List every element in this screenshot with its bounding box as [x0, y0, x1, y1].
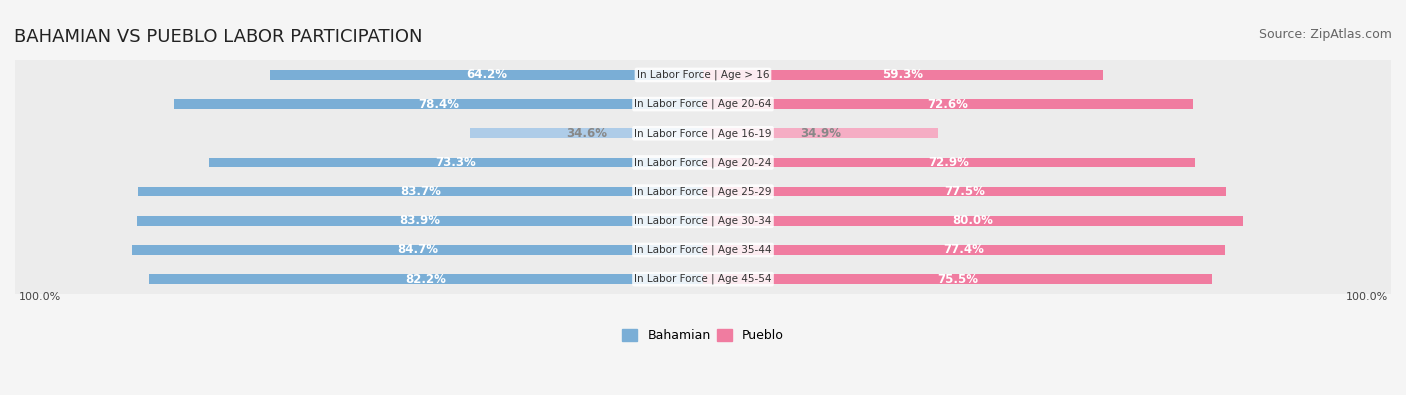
- Bar: [703, 158, 1195, 167]
- Bar: [149, 274, 703, 284]
- Text: 78.4%: 78.4%: [418, 98, 460, 111]
- Text: 77.4%: 77.4%: [943, 243, 984, 256]
- Text: 59.3%: 59.3%: [883, 68, 924, 81]
- Text: 77.5%: 77.5%: [943, 185, 984, 198]
- Bar: [703, 245, 1225, 255]
- Bar: [0, 60, 1406, 90]
- Text: 83.7%: 83.7%: [401, 185, 441, 198]
- Text: In Labor Force | Age 45-54: In Labor Force | Age 45-54: [634, 274, 772, 284]
- Bar: [0, 118, 1406, 148]
- Text: 64.2%: 64.2%: [465, 68, 508, 81]
- Bar: [703, 187, 1226, 196]
- Bar: [703, 70, 1102, 80]
- Text: 72.6%: 72.6%: [928, 98, 969, 111]
- Bar: [132, 245, 703, 255]
- Bar: [703, 216, 1243, 226]
- Text: In Labor Force | Age 16-19: In Labor Force | Age 16-19: [634, 128, 772, 139]
- Text: In Labor Force | Age 20-64: In Labor Force | Age 20-64: [634, 99, 772, 109]
- Text: 34.9%: 34.9%: [800, 127, 841, 140]
- Bar: [208, 158, 703, 167]
- Bar: [0, 148, 1406, 177]
- Text: 73.3%: 73.3%: [436, 156, 477, 169]
- Bar: [0, 177, 1406, 206]
- Text: BAHAMIAN VS PUEBLO LABOR PARTICIPATION: BAHAMIAN VS PUEBLO LABOR PARTICIPATION: [14, 28, 423, 46]
- Text: In Labor Force | Age 30-34: In Labor Force | Age 30-34: [634, 216, 772, 226]
- Text: In Labor Force | Age 25-29: In Labor Force | Age 25-29: [634, 186, 772, 197]
- Bar: [703, 274, 1212, 284]
- Bar: [270, 70, 703, 80]
- Bar: [0, 206, 1406, 235]
- Bar: [174, 99, 703, 109]
- Text: 83.9%: 83.9%: [399, 214, 440, 227]
- Bar: [0, 265, 1406, 294]
- Bar: [470, 128, 703, 138]
- Bar: [0, 235, 1406, 265]
- Text: 72.9%: 72.9%: [928, 156, 969, 169]
- Text: In Labor Force | Age 20-24: In Labor Force | Age 20-24: [634, 157, 772, 168]
- Text: In Labor Force | Age 35-44: In Labor Force | Age 35-44: [634, 245, 772, 255]
- Text: In Labor Force | Age > 16: In Labor Force | Age > 16: [637, 70, 769, 80]
- Text: 80.0%: 80.0%: [952, 214, 993, 227]
- Bar: [138, 187, 703, 196]
- Text: 100.0%: 100.0%: [1346, 292, 1388, 302]
- Bar: [703, 128, 938, 138]
- Legend: Bahamian, Pueblo: Bahamian, Pueblo: [617, 324, 789, 347]
- Text: 82.2%: 82.2%: [405, 273, 446, 286]
- Bar: [138, 216, 703, 226]
- Text: 75.5%: 75.5%: [938, 273, 979, 286]
- Text: 34.6%: 34.6%: [565, 127, 607, 140]
- Bar: [703, 99, 1192, 109]
- Text: Source: ZipAtlas.com: Source: ZipAtlas.com: [1258, 28, 1392, 41]
- Text: 100.0%: 100.0%: [18, 292, 60, 302]
- Text: 84.7%: 84.7%: [396, 243, 437, 256]
- Bar: [0, 90, 1406, 118]
